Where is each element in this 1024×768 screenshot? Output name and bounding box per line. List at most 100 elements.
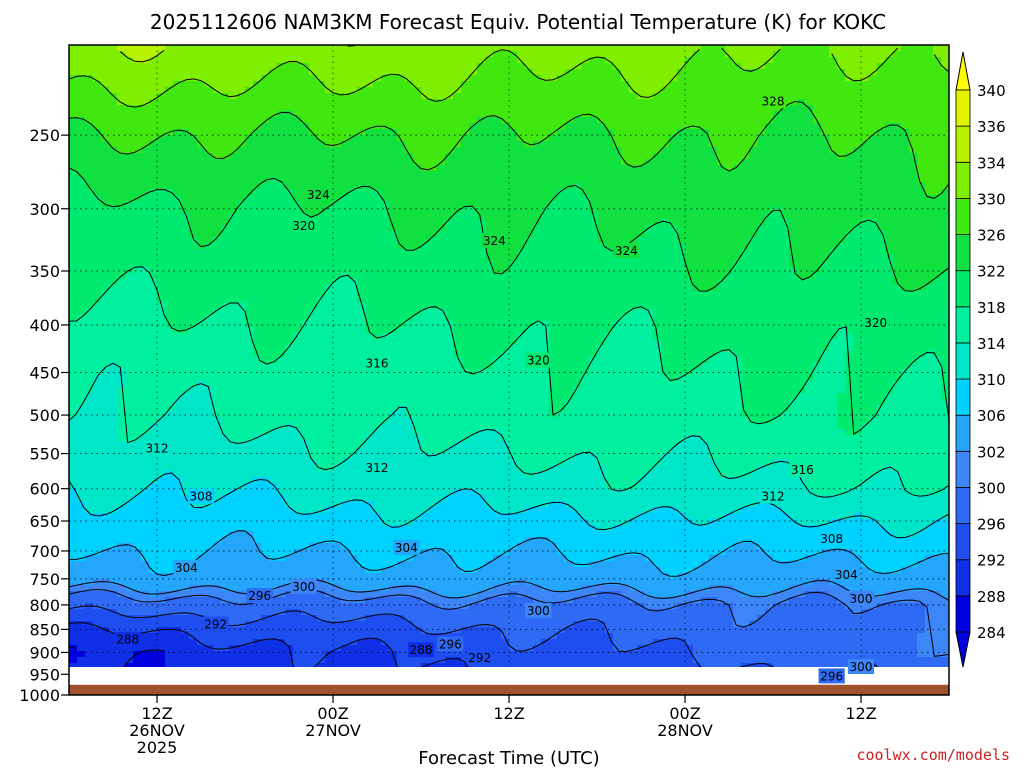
field-cell bbox=[357, 147, 366, 154]
field-cell bbox=[733, 231, 742, 238]
field-cell bbox=[477, 135, 486, 142]
field-cell bbox=[445, 135, 454, 142]
field-cell bbox=[309, 273, 318, 280]
field-cell bbox=[797, 171, 806, 178]
field-cell bbox=[349, 117, 358, 124]
field-cell bbox=[941, 213, 949, 220]
field-cell bbox=[845, 141, 854, 148]
field-cell bbox=[237, 147, 246, 154]
field-cell bbox=[773, 243, 782, 250]
field-cell bbox=[117, 237, 126, 244]
field-cell bbox=[637, 219, 646, 226]
field-cell bbox=[597, 45, 606, 52]
field-cell bbox=[261, 111, 270, 118]
field-cell bbox=[445, 297, 454, 304]
field-cell bbox=[925, 135, 934, 142]
field-cell bbox=[901, 297, 910, 304]
field-cell bbox=[693, 171, 702, 178]
field-cell bbox=[549, 213, 558, 220]
field-cell bbox=[189, 111, 198, 118]
field-cell bbox=[101, 93, 110, 100]
field-cell bbox=[941, 237, 949, 244]
field-cell bbox=[85, 147, 94, 154]
field-cell bbox=[541, 219, 550, 226]
field-cell bbox=[333, 213, 342, 220]
field-cell bbox=[373, 207, 382, 214]
field-cell bbox=[853, 303, 862, 310]
field-cell bbox=[637, 225, 646, 232]
field-cell bbox=[237, 201, 246, 208]
field-cell bbox=[861, 99, 870, 106]
field-cell bbox=[181, 291, 190, 298]
field-cell bbox=[677, 135, 686, 142]
field-cell bbox=[933, 201, 942, 208]
field-cell bbox=[317, 219, 326, 226]
field-cell bbox=[533, 237, 542, 244]
field-cell bbox=[725, 273, 734, 280]
field-cell bbox=[597, 63, 606, 70]
field-cell bbox=[549, 261, 558, 268]
field-cell bbox=[725, 177, 734, 184]
field-cell bbox=[877, 69, 886, 76]
field-cell bbox=[725, 75, 734, 82]
field-cell bbox=[149, 177, 158, 184]
field-cell bbox=[493, 45, 502, 52]
field-cell bbox=[413, 105, 422, 112]
field-cell bbox=[901, 279, 910, 286]
field-cell bbox=[69, 255, 78, 262]
field-cell bbox=[677, 255, 686, 262]
field-cell bbox=[677, 93, 686, 100]
field-cell bbox=[837, 171, 846, 178]
field-cell bbox=[397, 105, 406, 112]
field-cell bbox=[885, 279, 894, 286]
field-cell bbox=[669, 267, 678, 274]
field-cell bbox=[733, 249, 742, 256]
field-cell bbox=[85, 141, 94, 148]
field-cell bbox=[229, 57, 238, 64]
field-cell bbox=[549, 207, 558, 214]
field-cell bbox=[357, 159, 366, 166]
field-cell bbox=[869, 57, 878, 64]
field-cell bbox=[933, 87, 942, 94]
field-cell bbox=[773, 261, 782, 268]
field-cell bbox=[893, 99, 902, 106]
field-cell bbox=[613, 189, 622, 196]
field-cell bbox=[461, 207, 470, 214]
field-cell bbox=[493, 291, 502, 298]
field-cell bbox=[333, 135, 342, 142]
field-cell bbox=[365, 51, 374, 58]
field-cell bbox=[749, 267, 758, 274]
field-cell bbox=[533, 189, 542, 196]
field-cell bbox=[469, 207, 478, 214]
field-cell bbox=[829, 111, 838, 118]
field-cell bbox=[853, 123, 862, 130]
field-cell bbox=[413, 81, 422, 88]
field-cell bbox=[533, 201, 542, 208]
field-cell bbox=[621, 309, 630, 316]
field-cell bbox=[885, 99, 894, 106]
field-cell bbox=[677, 285, 686, 292]
field-cell bbox=[797, 153, 806, 160]
field-cell bbox=[165, 69, 174, 76]
field-cell bbox=[837, 285, 846, 292]
field-cell bbox=[757, 273, 766, 280]
field-cell bbox=[893, 195, 902, 202]
field-cell bbox=[557, 255, 566, 262]
field-cell bbox=[421, 231, 430, 238]
field-cell bbox=[365, 207, 374, 214]
field-cell bbox=[573, 105, 582, 112]
field-cell bbox=[893, 93, 902, 100]
field-cell bbox=[469, 147, 478, 154]
field-cell bbox=[549, 291, 558, 298]
field-cell bbox=[253, 159, 262, 166]
field-cell bbox=[653, 297, 662, 304]
field-cell bbox=[557, 183, 566, 190]
field-cell bbox=[885, 177, 894, 184]
field-cell bbox=[645, 237, 654, 244]
field-cell bbox=[85, 237, 94, 244]
field-cell bbox=[381, 45, 390, 52]
field-cell bbox=[429, 195, 438, 202]
field-cell bbox=[765, 219, 774, 226]
field-cell bbox=[821, 93, 830, 100]
field-cell bbox=[573, 279, 582, 286]
